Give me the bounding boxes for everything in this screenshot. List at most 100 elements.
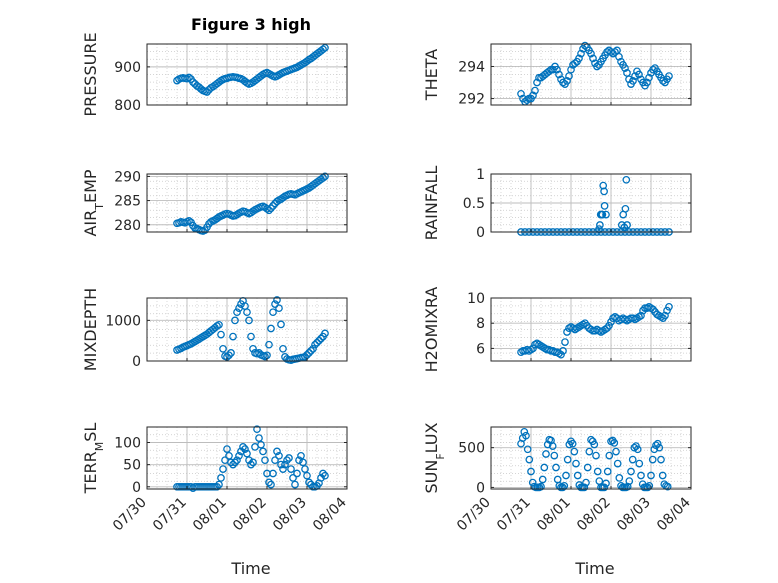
data-point xyxy=(635,459,644,468)
data-point xyxy=(631,72,639,80)
data-point xyxy=(625,75,633,84)
data-point xyxy=(253,425,261,434)
data-point xyxy=(307,346,315,355)
data-point xyxy=(650,445,659,454)
data-point xyxy=(287,465,295,473)
data-point xyxy=(249,344,257,353)
data-point xyxy=(173,76,181,85)
data-point xyxy=(301,353,309,361)
y-tick-label: 900 xyxy=(114,60,141,76)
data-point xyxy=(600,483,609,492)
y-axis-label-part: THETA xyxy=(422,49,441,101)
y-tick-label: 6 xyxy=(476,341,485,357)
data-point xyxy=(277,460,285,469)
data-point xyxy=(265,206,273,215)
data-point xyxy=(229,460,237,469)
data-point xyxy=(297,451,305,460)
data-point xyxy=(301,465,309,473)
data-point xyxy=(265,478,273,487)
data-point xyxy=(229,332,237,341)
data-point xyxy=(596,221,604,229)
data-point xyxy=(628,455,637,464)
data-point xyxy=(283,456,291,465)
grid xyxy=(491,44,691,105)
data-point xyxy=(573,471,582,480)
axes-box xyxy=(146,297,348,362)
data-point xyxy=(277,320,285,329)
data-point xyxy=(600,202,609,210)
y-axis-label-part: AIR xyxy=(81,210,100,237)
data-point xyxy=(625,477,634,485)
data-point xyxy=(215,480,223,489)
data-point xyxy=(587,49,595,58)
y-tick-label: 10 xyxy=(467,291,485,307)
data-point xyxy=(273,197,281,206)
grid xyxy=(147,174,347,232)
y-tick-label: 1000 xyxy=(105,313,141,329)
grid xyxy=(147,298,347,361)
data-point xyxy=(217,330,225,339)
data-point xyxy=(271,300,279,308)
y-tick-label: 285 xyxy=(114,194,141,210)
data-point xyxy=(559,347,567,355)
data-point xyxy=(219,465,227,473)
data-point xyxy=(602,210,610,219)
data-point xyxy=(531,86,539,95)
data-point xyxy=(665,72,673,80)
data-point xyxy=(291,480,299,489)
data-point xyxy=(213,482,221,491)
data-point xyxy=(562,471,570,480)
data-point xyxy=(523,96,531,105)
subplot-4: 0 0.5 1 RAINFALL xyxy=(422,166,692,241)
y-axis-label-part: EMP xyxy=(81,169,100,203)
data-point xyxy=(611,48,619,56)
data-point xyxy=(663,306,671,315)
data-point xyxy=(249,458,257,467)
subplot-3: 280 285 290 AIRTEMP xyxy=(81,169,348,237)
data-point xyxy=(243,308,251,317)
data-point xyxy=(550,451,559,460)
data-point xyxy=(572,459,580,468)
data-point xyxy=(247,332,255,341)
data-point xyxy=(185,217,193,225)
y-tick-label: 294 xyxy=(458,59,485,75)
data-point xyxy=(643,78,651,87)
data-point xyxy=(239,443,247,451)
data-point xyxy=(583,463,592,472)
data-point xyxy=(615,474,624,482)
data-point xyxy=(552,463,560,472)
y-tick-label: 500 xyxy=(458,441,485,457)
data-point xyxy=(319,469,327,478)
data-point xyxy=(317,474,325,482)
data-point xyxy=(568,439,577,448)
data-point xyxy=(255,434,263,442)
data-point xyxy=(231,458,239,467)
y-axis-label: AIRTEMP xyxy=(81,169,106,236)
data-point xyxy=(197,85,205,93)
data-point xyxy=(637,471,645,480)
data-point xyxy=(263,204,271,213)
data-point xyxy=(585,447,594,456)
data-point xyxy=(649,65,657,74)
data-point xyxy=(590,440,599,449)
data-point xyxy=(567,65,575,74)
data-point xyxy=(321,471,329,480)
data-point xyxy=(559,78,567,87)
data-point xyxy=(279,465,287,473)
data-point xyxy=(315,336,323,345)
data-point xyxy=(225,451,233,460)
y-axis-label: TERRMSL xyxy=(81,423,106,495)
figure-title: Figure 3 high xyxy=(191,15,311,34)
data-point xyxy=(602,479,610,488)
data-point xyxy=(553,65,561,74)
data-point xyxy=(575,54,583,63)
data-point xyxy=(529,344,537,353)
axes-box xyxy=(490,297,692,362)
xlabel-left: Time xyxy=(230,559,270,578)
data-point xyxy=(269,308,277,317)
y-tick-label: 50 xyxy=(123,458,141,474)
data-point xyxy=(533,78,541,87)
data-point xyxy=(257,440,265,449)
data-point xyxy=(661,311,669,320)
